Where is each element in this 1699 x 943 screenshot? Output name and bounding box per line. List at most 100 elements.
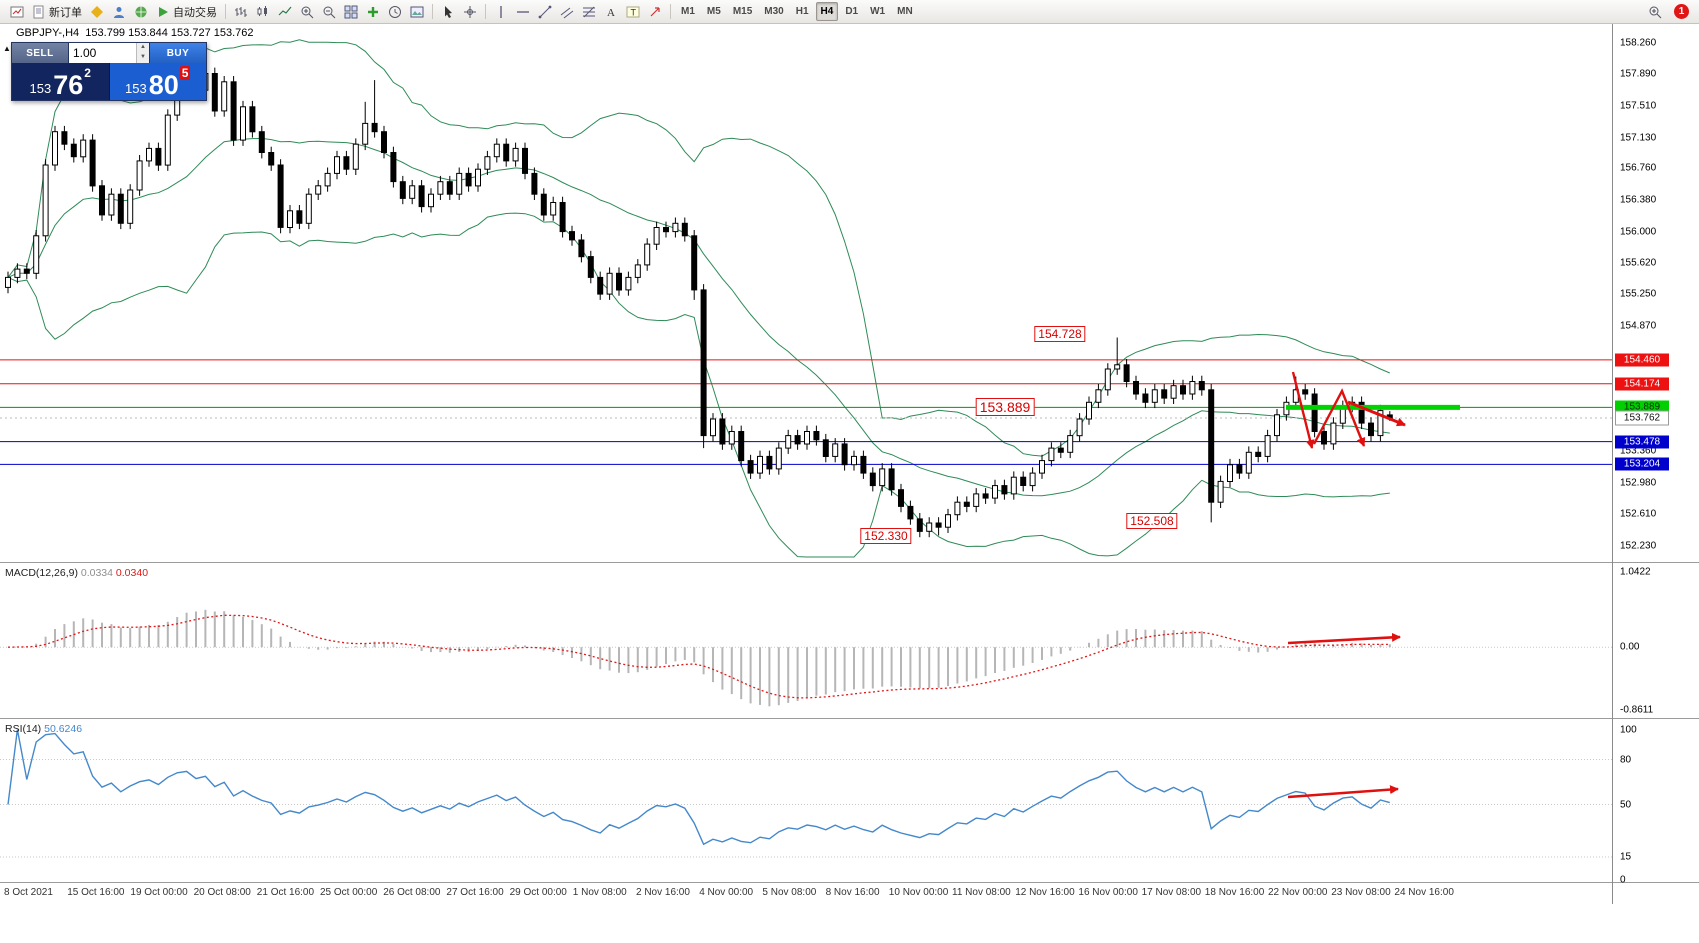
toolbar-separator — [670, 4, 671, 19]
new-order-button[interactable]: 新订单 — [28, 2, 86, 22]
macd-scale-tick: -0.8611 — [1620, 704, 1654, 716]
candlesticks — [5, 47, 1393, 538]
fibonacci-icon[interactable] — [578, 2, 600, 22]
time-axis-label: 15 Oct 16:00 — [67, 887, 125, 898]
bollinger-bands — [7, 39, 1390, 558]
bar-chart-icon[interactable] — [230, 2, 252, 22]
zoom-in-icon[interactable] — [296, 2, 318, 22]
time-axis-label: 26 Oct 08:00 — [383, 887, 441, 898]
price-axis: 158.260 157.890 157.510 157.130 156.760 156.3… — [1612, 24, 1699, 904]
price-tick: 155.250 — [1620, 288, 1657, 300]
autotrading-button[interactable]: 自动交易 — [152, 2, 221, 22]
notification-badge[interactable]: 1 — [1674, 4, 1689, 19]
price-tick: 152.980 — [1620, 477, 1657, 489]
price-tick: 156.000 — [1620, 226, 1657, 238]
vertical-line-icon[interactable] — [490, 2, 512, 22]
volume-increase-button[interactable]: ▲ — [137, 43, 149, 53]
timeframe-button-m5[interactable]: M5 — [706, 6, 721, 17]
price-tick: 158.260 — [1620, 37, 1657, 49]
buy-button[interactable]: BUY — [150, 43, 206, 63]
price-tick: 153.360 — [1620, 445, 1657, 457]
price-tick: 152.610 — [1620, 508, 1657, 520]
time-axis-label: 8 Nov 16:00 — [825, 887, 880, 898]
time-axis-label: 20 Oct 08:00 — [193, 887, 251, 898]
rsi-value: 50.6246 — [44, 723, 83, 735]
time-axis-label: 12 Nov 16:00 — [1015, 887, 1075, 898]
one-click-collapse-arrow[interactable]: ▲ — [3, 44, 11, 53]
price-callout[interactable]: 153.889 — [975, 398, 1035, 416]
price-tick: 152.230 — [1620, 540, 1657, 551]
price-callout[interactable]: 154.728 — [1034, 326, 1086, 342]
sell-price-int: 153 — [29, 81, 52, 96]
channel-icon[interactable] — [556, 2, 578, 22]
toolbar-separator — [485, 4, 486, 19]
timeframe-button-mn[interactable]: MN — [897, 6, 913, 17]
zoom-out-icon[interactable] — [318, 2, 340, 22]
volume-input[interactable] — [69, 43, 136, 63]
time-axis-label: 23 Nov 08:00 — [1331, 887, 1391, 898]
price-tick: 156.380 — [1620, 194, 1657, 206]
period-icon[interactable] — [384, 2, 406, 22]
timeframe-button-w1[interactable]: W1 — [870, 6, 886, 17]
timeframe-button-h1[interactable]: H1 — [795, 6, 809, 17]
time-axis-label: 19 Oct 00:00 — [130, 887, 188, 898]
toolbar: 新订单 自动交易 A T M1 M5 M15 M30 H1 H4 D1 W1 MN 1 — [0, 0, 1699, 24]
price-line-label: 153.478 — [1615, 435, 1669, 449]
one-click-top-row: SELL ▲ ▼ BUY — [12, 43, 206, 63]
one-click-prices: 153 76 2 153 80 5 — [12, 63, 206, 100]
line-chart-icon[interactable] — [274, 2, 296, 22]
price-callout[interactable]: 152.330 — [860, 528, 912, 544]
time-axis-label: 25 Oct 00:00 — [320, 887, 378, 898]
chart-surface[interactable] — [0, 24, 1612, 884]
crosshair-icon[interactable] — [459, 2, 481, 22]
time-axis-label: 1 Nov 08:00 — [572, 887, 627, 898]
price-line-label: 153.204 — [1615, 457, 1669, 471]
macd-indicator-label: MACD(12,26,9) 0.0334 0.0340 — [5, 567, 148, 579]
timeframe-button-m1[interactable]: M1 — [681, 6, 695, 17]
annotation-arrows[interactable] — [1287, 371, 1406, 799]
candlestick-chart-icon[interactable] — [252, 2, 274, 22]
macd-scale-tick: 0.00 — [1620, 641, 1640, 653]
text-icon[interactable]: A — [600, 2, 622, 22]
time-axis-label: 27 Oct 16:00 — [446, 887, 504, 898]
trendline-icon[interactable] — [534, 2, 556, 22]
toolbar-separator — [432, 4, 433, 19]
sell-button[interactable]: SELL — [12, 43, 68, 63]
rsi-line — [7, 729, 1390, 846]
arrows-icon[interactable] — [644, 2, 666, 22]
timeframe-button-m15[interactable]: M15 — [732, 6, 753, 17]
time-axis-label: 16 Nov 00:00 — [1078, 887, 1138, 898]
rsi-scale-tick: 100 — [1620, 724, 1637, 735]
horizontal-line-icon[interactable] — [512, 2, 534, 22]
price-callout[interactable]: 152.508 — [1126, 513, 1178, 529]
chart-title: GBPJPY-,H4 153.799 153.844 153.727 153.7… — [16, 27, 254, 39]
mql5-icon[interactable] — [86, 2, 108, 22]
templates-icon[interactable] — [406, 2, 428, 22]
text-label-icon[interactable]: T — [622, 2, 644, 22]
price-tick: 155.620 — [1620, 257, 1657, 269]
timeframe-button-h4[interactable]: H4 — [815, 2, 839, 21]
cursor-icon[interactable] — [437, 2, 459, 22]
timeframe-button-d1[interactable]: D1 — [845, 6, 859, 17]
price-tick: 157.130 — [1620, 132, 1657, 144]
macd-signal-line — [7, 614, 1390, 699]
profile-icon[interactable] — [108, 2, 130, 22]
volume-spinner: ▲ ▼ — [136, 43, 149, 63]
buy-price[interactable]: 153 80 5 — [108, 63, 206, 100]
rsi-scale-tick: 15 — [1620, 851, 1632, 863]
timeframe-button-m30[interactable]: M30 — [764, 6, 784, 17]
svg-text:T: T — [631, 7, 637, 17]
macd-name: MACD(12,26,9) — [5, 567, 78, 579]
rsi-indicator-label: RSI(14) 50.6246 — [5, 723, 82, 735]
tile-windows-icon[interactable] — [340, 2, 362, 22]
rsi-name: RSI(14) — [5, 723, 42, 735]
sell-price[interactable]: 153 76 2 — [12, 63, 109, 100]
price-line-label: 154.460 — [1615, 353, 1669, 367]
community-icon[interactable] — [130, 2, 152, 22]
indicators-icon[interactable] — [362, 2, 384, 22]
new-chart-icon[interactable] — [6, 2, 28, 22]
volume-decrease-button[interactable]: ▼ — [137, 53, 149, 63]
search-icon[interactable] — [1644, 2, 1666, 22]
